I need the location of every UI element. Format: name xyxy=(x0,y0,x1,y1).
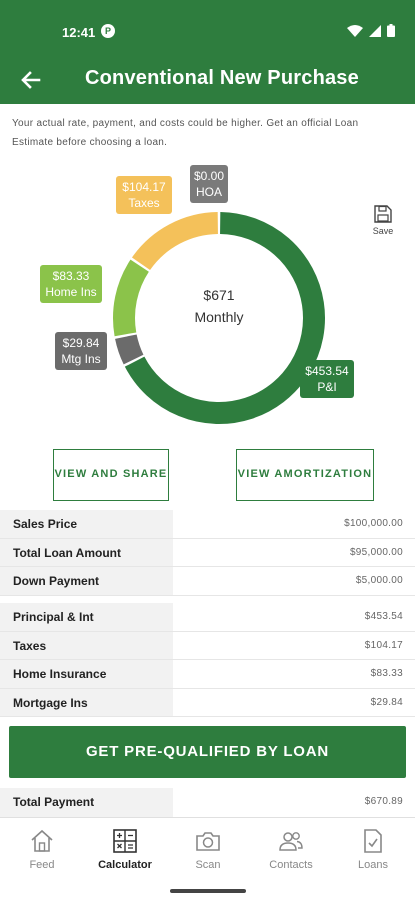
tag-home-ins-amount: $83.33 xyxy=(52,269,90,283)
row-value: $100,000.00 xyxy=(344,518,403,529)
table-row: Total Loan Amount $95,000.00 xyxy=(0,538,415,567)
home-indicator xyxy=(170,889,246,893)
contacts-icon xyxy=(279,832,303,851)
bottom-navigation: Feed Calculator Scan Contacts Loans xyxy=(0,817,415,900)
nav-label: Calculator xyxy=(98,859,152,871)
tag-home-ins-label: Home Ins xyxy=(45,285,97,299)
tag-taxes: $104.17 Taxes xyxy=(116,176,172,214)
home-icon xyxy=(31,829,53,852)
status-time: 12:41 xyxy=(62,25,96,40)
view-and-share-button[interactable]: VIEW AND SHARE xyxy=(53,449,169,501)
row-label: Home Insurance xyxy=(0,660,173,688)
loan-summary-table: Sales Price $100,000.00 Total Loan Amoun… xyxy=(0,510,415,596)
donut-slice-home xyxy=(113,259,150,337)
save-button[interactable]: Save xyxy=(368,205,398,236)
row-value: $29.84 xyxy=(370,696,403,708)
donut-slice-pi xyxy=(124,212,325,424)
tag-hoa: $0.00 HOA xyxy=(190,165,228,203)
tag-taxes-label: Taxes xyxy=(128,196,160,210)
tag-hoa-label: HOA xyxy=(195,185,222,199)
row-value: $83.33 xyxy=(370,668,403,679)
nav-label: Contacts xyxy=(269,859,313,871)
tag-pi-label: P&I xyxy=(317,380,337,394)
nav-label: Feed xyxy=(29,859,55,871)
row-value: $95,000.00 xyxy=(349,546,403,558)
nav-label: Loans xyxy=(358,859,388,871)
row-value: $670.89 xyxy=(364,796,403,807)
table-row: Principal & Int $453.54 xyxy=(0,603,415,632)
row-label: Down Payment xyxy=(0,567,173,595)
table-row: Sales Price $100,000.00 xyxy=(0,510,415,539)
save-label: Save xyxy=(372,226,394,236)
monthly-label: Monthly xyxy=(194,309,244,325)
signal-icon xyxy=(369,24,381,37)
disclaimer-text: Your actual rate, payment, and costs cou… xyxy=(12,118,359,148)
document-icon xyxy=(364,829,382,853)
monthly-amount: $671 xyxy=(203,287,235,303)
table-row: Down Payment $5,000.00 xyxy=(0,567,415,596)
app-bar: Conventional New Purchase xyxy=(0,58,415,104)
row-label: Total Loan Amount xyxy=(0,538,173,566)
status-bar: 12:41 P xyxy=(0,0,415,58)
tag-mtg-ins-label: Mtg Ins xyxy=(61,352,101,366)
back-arrow-icon[interactable] xyxy=(18,67,44,93)
row-label: Sales Price xyxy=(0,510,173,538)
nav-calculator[interactable]: Calculator xyxy=(85,828,165,871)
nav-scan[interactable]: Scan xyxy=(168,828,248,871)
tag-hoa-amount: $0.00 xyxy=(193,169,225,183)
tag-home-ins: $83.33 Home Ins xyxy=(40,265,102,303)
app-notification-icon: P xyxy=(101,24,115,38)
table-row: Taxes $104.17 xyxy=(0,631,415,660)
tag-pi-amount: $453.54 xyxy=(305,364,349,378)
row-label: Principal & Int xyxy=(0,603,173,631)
nav-contacts[interactable]: Contacts xyxy=(251,828,331,871)
table-row: Mortgage Ins $29.84 xyxy=(0,688,415,717)
get-prequalified-button[interactable]: GET PRE-QUALIFIED BY LOAN xyxy=(9,726,406,778)
tag-mtg-ins: $29.84 Mtg Ins xyxy=(55,332,107,370)
camera-icon xyxy=(196,832,220,851)
nav-loans[interactable]: Loans xyxy=(333,828,413,871)
donut-slice-taxes xyxy=(131,212,219,271)
page-title: Conventional New Purchase xyxy=(85,67,359,89)
tag-mtg-ins-amount: $29.84 xyxy=(62,336,100,350)
table-row: Home Insurance $83.33 xyxy=(0,660,415,689)
view-amortization-button[interactable]: VIEW AMORTIZATION xyxy=(236,449,374,501)
row-value: $5,000.00 xyxy=(355,575,403,586)
row-label: Taxes xyxy=(0,631,173,659)
payment-breakdown-table: Principal & Int $453.54 Taxes $104.17 Ho… xyxy=(0,603,415,717)
battery-icon xyxy=(387,24,395,37)
calculator-icon xyxy=(113,829,137,853)
table-row: Total Payment $670.89 xyxy=(0,788,415,817)
save-icon xyxy=(374,205,392,223)
row-value: $453.54 xyxy=(364,611,403,622)
nav-label: Scan xyxy=(195,859,221,871)
wifi-icon xyxy=(347,24,363,37)
status-indicators xyxy=(347,24,395,37)
nav-feed[interactable]: Feed xyxy=(2,828,82,871)
row-label: Total Payment xyxy=(0,788,173,817)
payment-donut-chart xyxy=(113,212,325,424)
donut-slice-mtg xyxy=(115,334,144,365)
row-value: $104.17 xyxy=(364,639,403,651)
total-payment-table: Total Payment $670.89 xyxy=(0,788,415,817)
tag-pi: $453.54 P&I xyxy=(300,360,354,398)
row-label: Mortgage Ins xyxy=(0,688,173,716)
tag-taxes-amount: $104.17 xyxy=(122,180,166,194)
